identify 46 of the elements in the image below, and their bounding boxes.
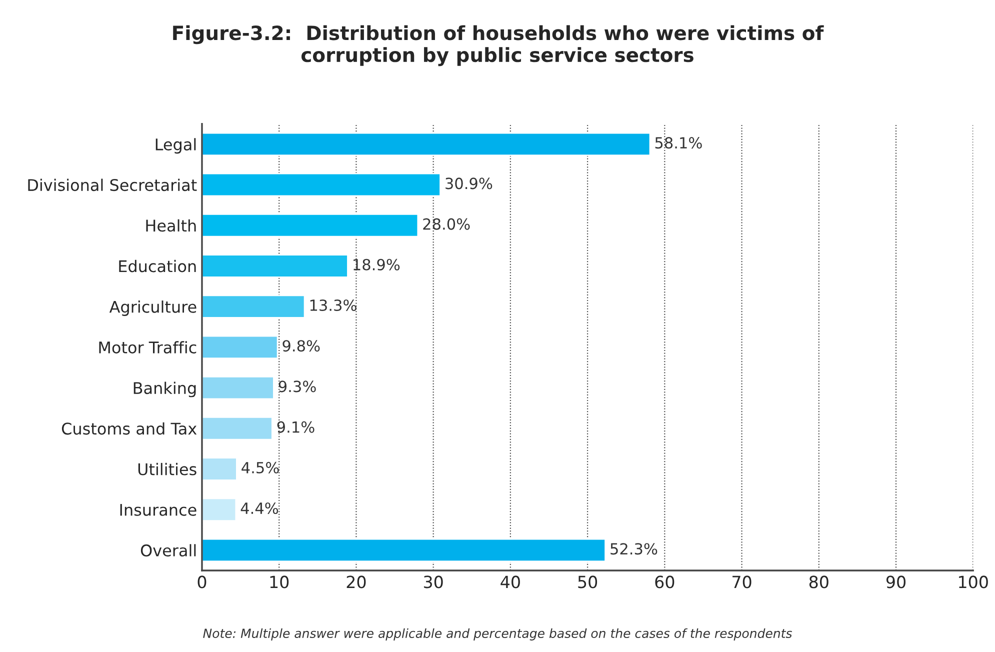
x-tick-label: 70 [732, 576, 752, 588]
y-tick-label: Overall [140, 544, 196, 556]
bar [202, 457, 238, 481]
text: Note: Multiple answer were applicable and percentage based on the cases of the respondents [203, 628, 792, 640]
chart-title: Figure-3.2: Distribution of households who were victims of corruption by public service sectors [173, 25, 824, 66]
y-tick-label: Divisional Secretariat [28, 178, 197, 192]
y-tick-label: Education [119, 260, 196, 272]
bar [202, 416, 273, 440]
x-tick-label: 10 [270, 576, 289, 588]
y-tick-label: Health [146, 219, 196, 232]
x-tick-label: 0 [198, 576, 206, 588]
data-label: 18.9% [354, 258, 400, 270]
data-label: 9.3% [278, 380, 316, 392]
bar [202, 294, 306, 318]
x-tick-label: 30 [424, 576, 443, 588]
data-label: 9.1% [277, 421, 314, 433]
bar [202, 335, 278, 360]
y-tick-label: Agriculture [109, 300, 196, 316]
bar [202, 214, 419, 238]
data-label: 52.3% [610, 543, 658, 555]
x-tick-label: 100 [959, 576, 988, 588]
y-tick-label: Motor Traffic [99, 341, 196, 354]
bar [202, 132, 651, 156]
data-label: 13.3% [310, 299, 356, 312]
x-tick-label: 40 [500, 576, 520, 588]
x-tick-label: 20 [346, 576, 366, 588]
x-tick-label: 60 [655, 576, 674, 588]
data-label: 9.8% [282, 340, 320, 352]
data-label: 28.0% [423, 218, 470, 230]
bar [202, 254, 348, 278]
data-label: 30.9% [446, 178, 492, 190]
y-tick-label: Utilities [138, 462, 196, 476]
data-label: 58.1% [655, 137, 702, 149]
y-tick-label: Insurance [120, 504, 196, 516]
bar [202, 498, 237, 522]
data-label: 4.4% [240, 502, 278, 514]
bar [202, 172, 441, 197]
bar [202, 376, 274, 400]
data-label: 4.5% [242, 462, 279, 474]
bar [202, 538, 606, 562]
x-tick-label: 80 [809, 576, 828, 588]
y-tick-label: Customs and Tax [62, 422, 197, 435]
x-tick-label: 90 [886, 576, 906, 588]
y-tick-label: Banking [134, 382, 196, 398]
x-tick-label: 50 [578, 576, 598, 588]
y-tick-label: Legal [156, 138, 196, 154]
